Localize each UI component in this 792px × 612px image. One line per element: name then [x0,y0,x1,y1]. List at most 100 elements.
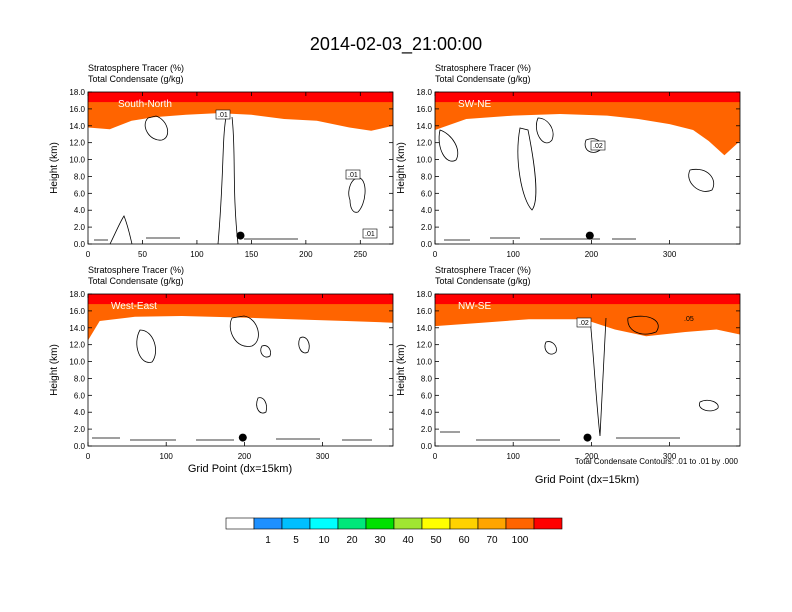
location-marker [238,433,247,442]
y-tick-label: 4.0 [421,206,433,215]
colorbar: 1 5 10 20 30 40 50 60 70 100 [225,517,563,546]
x-tick-label: 200 [238,452,252,461]
x-tick-label: 100 [507,250,521,259]
x-tick-label: 100 [507,452,521,461]
panel-west-east: Stratosphere Tracer (%) Total Condensate… [49,265,394,475]
colorbar-cell [421,517,451,530]
tracer-band-top [88,294,393,305]
plot-area: .02 .05 NW-SE [434,293,741,447]
colorbar-cell [281,517,311,530]
x-axis: 0 100 200 300 [433,294,677,461]
y-axis-label: Height (km) [396,344,407,396]
x-tick-label: 200 [585,250,599,259]
contour-label: .01 [365,231,375,238]
panel-title-line-2: Total Condensate (g/kg) [88,276,184,286]
panel-sw-ne: Stratosphere Tracer (%) Total Condensate… [396,63,741,259]
y-tick-label: 14.0 [69,122,85,131]
panel-title-line-1: Stratosphere Tracer (%) [435,63,531,73]
panel-label: West-East [111,301,157,312]
contour-line [444,237,636,241]
contour-line [348,177,366,213]
contour-line [256,397,267,414]
y-axis: 0.0 2.0 4.0 6.0 8.0 10.0 12.0 14.0 16.0 18.0 [416,290,740,451]
x-tick-label: 0 [433,452,438,461]
x-tick-label: 300 [663,250,677,259]
x-tick-label: 0 [433,250,438,259]
contour-labels: .01 .01 .01 [215,109,378,239]
y-tick-label: 10.0 [69,156,85,165]
plot-frame [87,91,394,245]
contour-label: .02 [579,320,589,327]
y-tick-label: 8.0 [74,172,86,181]
contour-line [229,315,259,347]
y-axis-label: Height (km) [396,142,407,194]
panel-label: South-North [118,99,172,110]
y-tick-label: 8.0 [421,374,433,383]
contour-line [260,345,271,358]
y-axis-label: Height (km) [49,142,60,194]
footnote: Total Condensate Contours: .01 to .01 by… [575,457,739,466]
tracer-band [435,294,740,337]
x-tick-label: 250 [354,250,368,259]
contour-labels: .02 [590,140,606,151]
panel-title-line-1: Stratosphere Tracer (%) [435,265,531,275]
colorbar-label: 60 [458,535,470,546]
contour-label-box [590,140,606,151]
y-tick-label: 6.0 [421,189,433,198]
x-tick-label: 0 [86,452,91,461]
plot-frame [434,293,741,447]
condensate-contours [94,115,366,245]
y-tick-label: 8.0 [74,374,86,383]
y-tick-label: 16.0 [69,105,85,114]
x-tick-label: 200 [299,250,313,259]
y-tick-label: 10.0 [416,358,432,367]
contour-line [688,168,715,192]
colorbar-cell [309,517,339,530]
y-tick-label: 2.0 [74,425,86,434]
y-tick-label: 6.0 [74,391,86,400]
y-tick-label: 16.0 [416,105,432,114]
panel-south-north: Stratosphere Tracer (%) Total Condensate… [49,63,394,259]
contour-line [517,127,537,211]
y-tick-label: 4.0 [74,408,86,417]
y-tick-label: 14.0 [69,324,85,333]
x-tick-label: 150 [245,250,259,259]
x-axis-label: Grid Point (dx=15km) [188,463,292,475]
colorbar-cell [337,517,367,530]
colorbar-label: 40 [402,535,414,546]
contour-line [136,329,156,363]
location-marker [583,433,592,442]
contour-label: .02 [593,143,603,150]
colorbar-cell [533,517,563,530]
colorbar-label: 20 [346,535,358,546]
y-tick-label: 16.0 [69,307,85,316]
condensate-contours [92,315,372,441]
x-tick-label: 0 [86,250,91,259]
tracer-bands [88,294,393,341]
colorbar-cell [253,517,283,530]
contour-line [536,117,554,144]
y-axis: 0.0 2.0 4.0 6.0 8.0 10.0 12.0 14.0 16.0 18.0 [416,88,740,249]
tracer-band-top [88,92,393,103]
y-tick-label: 10.0 [416,156,432,165]
plot-frame [434,91,741,245]
colorbar-label: 50 [430,535,442,546]
x-tick-label: 300 [316,452,330,461]
panel-label: NW-SE [458,301,491,312]
contour-label-box [215,109,231,120]
contour-label: .01 [348,172,358,179]
colorbar-labels: 1 5 10 20 30 40 50 60 70 100 [265,535,529,546]
panel-title-line-2: Total Condensate (g/kg) [435,74,531,84]
panel-title-line-1: Stratosphere Tracer (%) [88,265,184,275]
tracer-band [88,294,393,341]
y-tick-label: 18.0 [416,290,432,299]
y-tick-label: 14.0 [416,324,432,333]
y-tick-label: 18.0 [416,88,432,97]
plot-area: West-East [87,293,394,447]
x-axis: 0 50 100 150 200 250 [86,92,368,259]
y-tick-label: 16.0 [416,307,432,316]
y-tick-label: 0.0 [421,442,433,451]
plot-frame [87,293,394,447]
y-tick-label: 4.0 [74,206,86,215]
